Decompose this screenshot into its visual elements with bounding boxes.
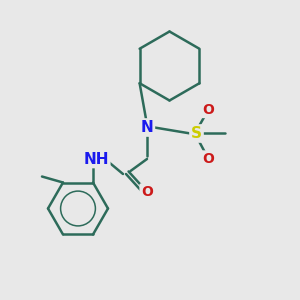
Text: O: O xyxy=(202,103,214,116)
Text: O: O xyxy=(202,152,214,166)
Text: N: N xyxy=(141,120,153,135)
Text: O: O xyxy=(141,185,153,199)
Text: NH: NH xyxy=(83,152,109,166)
Text: S: S xyxy=(191,126,202,141)
